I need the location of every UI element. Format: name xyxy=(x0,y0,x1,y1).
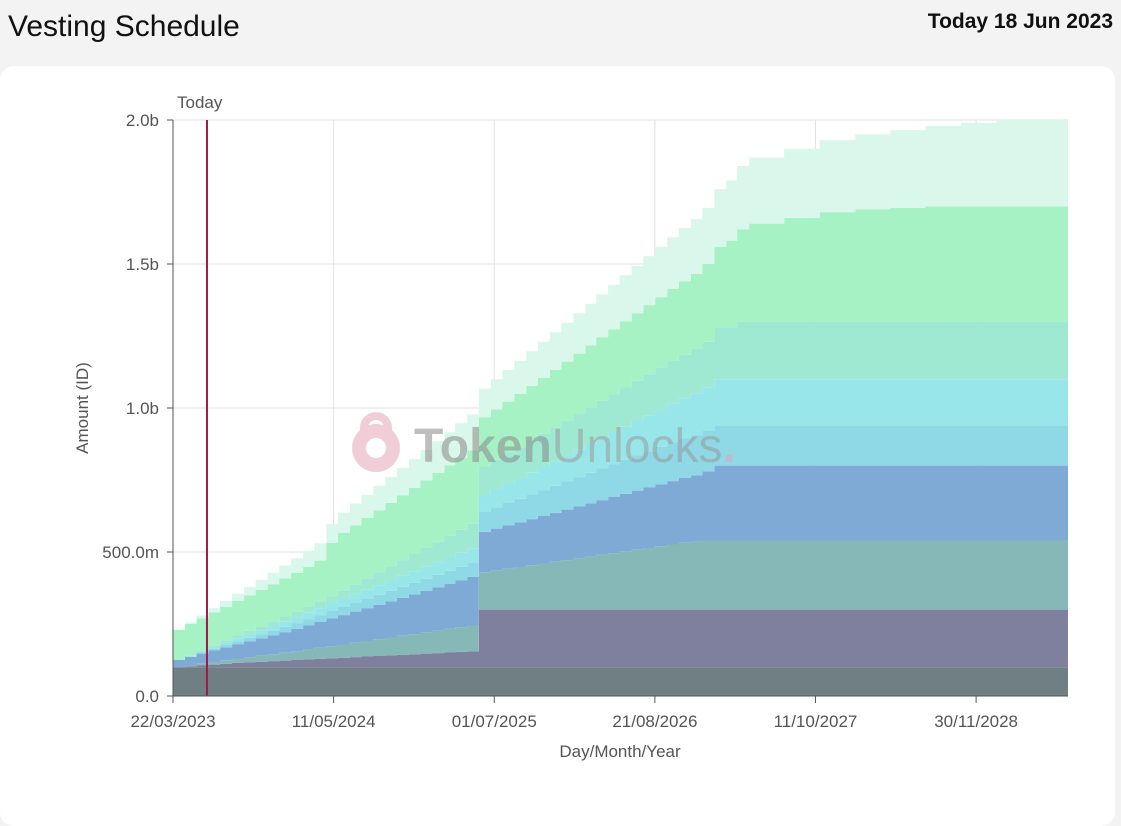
tokenunlocks-watermark: TokenUnlocks. xyxy=(352,412,736,473)
svg-text:TokenUnlocks.: TokenUnlocks. xyxy=(414,420,736,473)
y-tick-label: 1.0b xyxy=(126,399,159,418)
x-tick-label: 21/08/2026 xyxy=(612,712,697,731)
x-tick-label: 01/07/2025 xyxy=(452,712,537,731)
area-series-7 xyxy=(173,321,1068,660)
y-tick-label: 2.0b xyxy=(126,111,159,130)
x-tick-label: 11/05/2024 xyxy=(292,712,376,731)
area-series-9 xyxy=(173,120,1068,630)
x-axis: 22/03/2023 11/05/2024 01/07/2025 21/08/2026… xyxy=(130,695,1068,731)
today-date-label: Today 18 Jun 2023 xyxy=(927,10,1113,33)
y-tick-label: 0.0 xyxy=(135,687,159,706)
y-tick-label: 500.0m xyxy=(102,543,159,562)
x-tick-label: 22/03/2023 xyxy=(130,712,215,731)
area-series-2 xyxy=(173,609,1068,668)
vesting-chart: TokenUnlocks. Today 22/03/2023 11/05/2024… xyxy=(73,93,1068,761)
x-tick-label: 30/11/2028 xyxy=(934,712,1018,731)
chart-card: TokenUnlocks. Today 22/03/2023 11/05/2024… xyxy=(0,66,1115,826)
area-series-6 xyxy=(173,379,1068,660)
today-marker-label: Today xyxy=(177,93,223,112)
watermark-dot-text: . xyxy=(723,420,736,473)
y-tick-label: 1.5b xyxy=(126,255,159,274)
area-series-3 xyxy=(173,540,1068,668)
area-series xyxy=(173,120,1068,696)
watermark-unlocks-text: Unlocks xyxy=(552,420,723,473)
area-series-8 xyxy=(173,206,1068,660)
x-axis-title: Day/Month/Year xyxy=(559,742,681,761)
area-series-4 xyxy=(173,465,1068,668)
area-series-5 xyxy=(173,425,1068,660)
page-title: Vesting Schedule xyxy=(8,10,240,43)
area-series-1 xyxy=(173,667,1068,696)
y-axis-title: Amount (ID) xyxy=(73,362,92,454)
watermark-token-text: Token xyxy=(414,420,552,473)
y-axis: 0.0 500.0m 1.0b 1.5b 2.0b xyxy=(102,111,174,706)
lock-logo-icon xyxy=(352,412,400,472)
x-tick-label: 11/10/2027 xyxy=(774,712,858,731)
